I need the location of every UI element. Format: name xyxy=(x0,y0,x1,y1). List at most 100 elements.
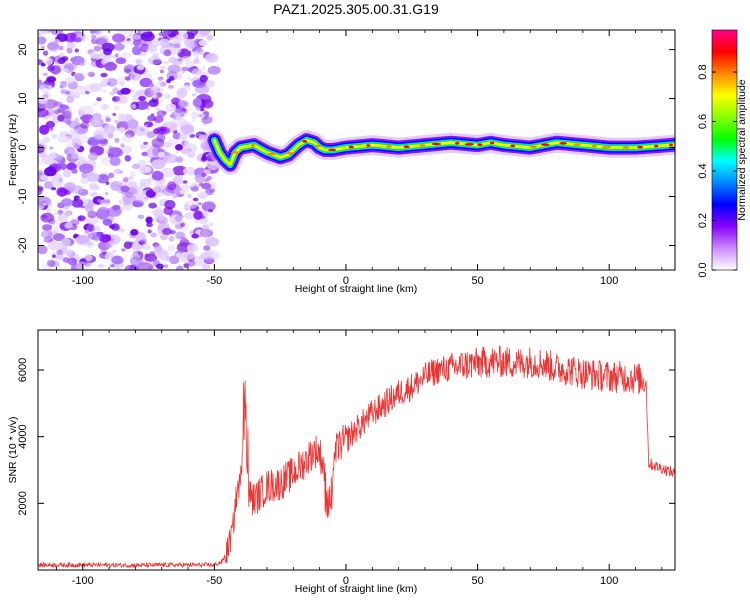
noise-blob xyxy=(63,67,69,73)
noise-blob xyxy=(81,172,88,179)
noise-blob xyxy=(102,251,107,256)
noise-blob xyxy=(114,168,122,175)
noise-blob xyxy=(38,36,47,45)
noise-blob xyxy=(111,223,120,231)
ridge-peak xyxy=(266,152,277,156)
snr-x-tick-label: 100 xyxy=(600,575,618,587)
noise-blob xyxy=(175,252,182,258)
spectrogram-x-tick-label: 100 xyxy=(600,275,618,287)
noise-blob xyxy=(119,81,125,87)
noise-blob xyxy=(124,65,133,73)
noise-blob xyxy=(191,233,199,239)
noise-blob xyxy=(184,211,195,220)
ridge-peak xyxy=(489,141,495,145)
noise-blob xyxy=(194,84,210,94)
noise-blob xyxy=(97,206,110,217)
noise-blob xyxy=(107,81,111,86)
noise-blob xyxy=(180,222,185,227)
noise-blob xyxy=(122,134,133,143)
snr-series-line xyxy=(38,345,675,568)
noise-blob xyxy=(98,243,106,250)
noise-blob xyxy=(120,87,131,95)
noise-blob xyxy=(102,218,113,226)
noise-blob xyxy=(175,144,183,151)
snr-x-label: Height of straight line (km) xyxy=(295,583,418,595)
noise-blob xyxy=(142,243,150,249)
noise-blob xyxy=(103,124,115,135)
noise-blob xyxy=(45,120,56,129)
noise-blob xyxy=(129,241,134,245)
noise-blob xyxy=(77,156,87,163)
noise-blob xyxy=(46,208,52,213)
noise-blob xyxy=(163,264,169,268)
noise-blob xyxy=(70,152,80,160)
noise-blob xyxy=(42,91,51,99)
noise-blob xyxy=(146,46,157,54)
spectrogram-x-tick-label: 50 xyxy=(471,275,483,287)
noise-blob xyxy=(88,152,98,161)
noise-blob xyxy=(62,110,72,119)
noise-blob xyxy=(157,215,166,221)
noise-blob xyxy=(78,105,94,115)
noise-blob xyxy=(165,103,177,112)
chart-title: PAZ1.2025.305.00.31.G19 xyxy=(273,1,439,17)
noise-blob xyxy=(99,81,106,87)
noise-blob xyxy=(92,232,102,242)
noise-blob xyxy=(197,191,208,200)
noise-blob xyxy=(192,197,199,202)
noise-blob xyxy=(50,133,58,139)
noise-blob xyxy=(59,163,67,171)
noise-blob xyxy=(192,97,202,108)
noise-blob xyxy=(181,66,189,72)
noise-blob xyxy=(124,155,132,162)
noise-blob xyxy=(175,115,182,121)
noise-blob xyxy=(205,237,220,247)
noise-blob xyxy=(189,133,196,138)
noise-blob xyxy=(74,143,81,150)
noise-blob xyxy=(80,121,89,129)
noise-blob xyxy=(155,263,164,269)
noise-blob xyxy=(183,263,189,268)
noise-blob xyxy=(124,76,131,81)
snr-frame xyxy=(37,329,676,571)
noise-blob xyxy=(105,242,113,248)
noise-blob xyxy=(117,30,130,35)
noise-blob xyxy=(160,233,168,241)
noise-blob xyxy=(123,177,129,183)
noise-blob xyxy=(158,32,165,37)
noise-blob xyxy=(93,130,108,141)
snr-x-tick-label: -100 xyxy=(72,575,94,587)
noise-blob xyxy=(100,247,107,253)
noise-blob xyxy=(60,80,68,86)
noise-blob xyxy=(177,31,189,42)
ridge-peak xyxy=(654,144,659,148)
noise-blob xyxy=(86,224,95,233)
noise-blob xyxy=(130,229,139,236)
noise-blob xyxy=(113,42,125,51)
noise-blob xyxy=(160,65,166,71)
noise-blob xyxy=(167,64,181,74)
noise-blob xyxy=(97,263,104,269)
noise-blob xyxy=(121,145,133,155)
noise-blob xyxy=(131,104,137,109)
ridge-peak xyxy=(230,151,240,154)
noise-blob xyxy=(90,73,95,77)
spectrogram-y-axis: -20 -10 0 10 20 xyxy=(17,43,675,253)
noise-blob xyxy=(115,57,127,65)
spectrogram-y-label: Frequency (Hz) xyxy=(7,114,19,186)
snr-y-axis: 2000 4000 6000 xyxy=(17,358,675,516)
noise-blob xyxy=(177,175,184,180)
noise-blob xyxy=(168,236,175,242)
noise-blob xyxy=(138,165,151,174)
noise-blob xyxy=(167,181,177,191)
noise-blob xyxy=(190,185,199,192)
noise-blob xyxy=(120,185,130,193)
noise-blob xyxy=(198,39,208,47)
noise-blob xyxy=(87,210,97,219)
ridge-peak xyxy=(385,145,392,148)
noise-blob xyxy=(74,117,79,122)
noise-blob xyxy=(77,215,86,222)
noise-blob xyxy=(152,94,158,99)
noise-blob xyxy=(92,102,99,107)
